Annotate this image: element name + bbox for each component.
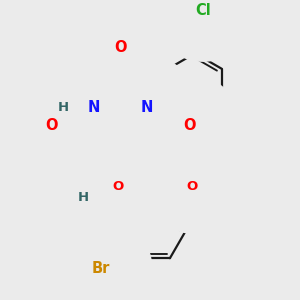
Text: N: N — [87, 100, 100, 115]
Text: N: N — [141, 100, 153, 115]
Text: Cl: Cl — [195, 3, 211, 18]
Circle shape — [17, 61, 109, 153]
Circle shape — [96, 56, 198, 158]
Text: O: O — [186, 180, 197, 193]
Circle shape — [152, 0, 254, 61]
Text: O: O — [114, 40, 126, 55]
Circle shape — [71, 141, 164, 233]
Circle shape — [146, 141, 238, 233]
Text: Br: Br — [92, 261, 110, 276]
Text: H: H — [58, 100, 69, 114]
Circle shape — [0, 75, 102, 177]
Circle shape — [138, 75, 240, 177]
Circle shape — [69, 0, 171, 98]
Circle shape — [43, 56, 145, 158]
Circle shape — [38, 151, 130, 244]
Text: H: H — [78, 191, 89, 204]
Text: O: O — [45, 118, 57, 133]
Text: O: O — [183, 118, 196, 133]
Circle shape — [50, 218, 152, 300]
Text: O: O — [112, 180, 123, 193]
